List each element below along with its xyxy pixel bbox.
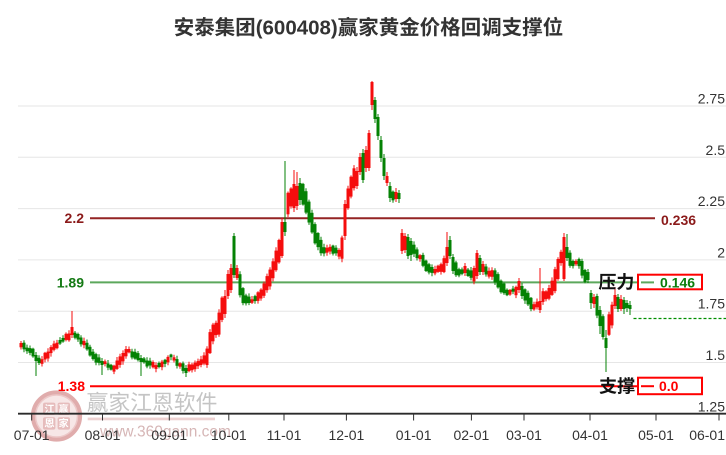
svg-text:01-01: 01-01 — [396, 427, 432, 443]
svg-text:09-01: 09-01 — [151, 427, 187, 443]
svg-text:2: 2 — [717, 244, 725, 260]
svg-text:06-01: 06-01 — [689, 427, 725, 443]
svg-text:0.0: 0.0 — [659, 378, 679, 394]
svg-text:(600408): (600408) — [256, 17, 338, 40]
svg-text:1.5: 1.5 — [706, 347, 726, 363]
svg-text:1.25: 1.25 — [698, 398, 725, 414]
svg-text:05-01: 05-01 — [638, 427, 674, 443]
svg-text:10-01: 10-01 — [211, 427, 247, 443]
svg-text:02-01: 02-01 — [453, 427, 489, 443]
svg-text:2.75: 2.75 — [698, 91, 725, 107]
svg-text:04-01: 04-01 — [572, 427, 608, 443]
svg-text:1.75: 1.75 — [698, 296, 725, 312]
svg-text:03-01: 03-01 — [506, 427, 542, 443]
svg-text:1.89: 1.89 — [57, 275, 84, 291]
svg-text:11-01: 11-01 — [267, 427, 302, 443]
svg-text:0.146: 0.146 — [660, 275, 695, 291]
svg-text:www.360gann.com: www.360gann.com — [99, 424, 231, 441]
svg-text:2.25: 2.25 — [698, 193, 725, 209]
svg-text:2.5: 2.5 — [706, 142, 726, 158]
svg-text:2.2: 2.2 — [65, 210, 85, 226]
svg-text:1.38: 1.38 — [58, 378, 85, 394]
svg-text:0.236: 0.236 — [661, 212, 696, 228]
svg-text:12-01: 12-01 — [328, 427, 364, 443]
svg-text:08-01: 08-01 — [85, 427, 121, 443]
svg-text:07-01: 07-01 — [14, 427, 50, 443]
